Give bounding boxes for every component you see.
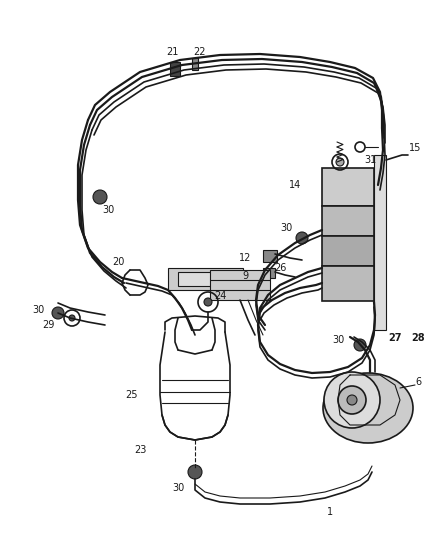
Circle shape [324,372,380,428]
Circle shape [336,158,344,166]
Text: 6: 6 [415,377,421,387]
Circle shape [52,307,64,319]
Text: 12: 12 [239,253,251,263]
Circle shape [354,339,366,351]
Circle shape [347,395,357,405]
Bar [168,268,243,290]
Circle shape [296,232,308,244]
Circle shape [69,315,75,321]
Bar [322,266,374,301]
Bar [374,155,386,330]
Text: 20: 20 [112,257,124,267]
Text: 29: 29 [42,320,54,330]
Text: 26: 26 [274,263,286,273]
Text: 28: 28 [411,333,425,343]
Text: 30: 30 [280,223,292,233]
Text: 30: 30 [172,483,184,493]
Circle shape [93,190,107,204]
Bar [322,206,374,236]
Bar [170,62,180,76]
Bar [210,270,270,300]
Bar [178,272,233,286]
Bar [322,236,374,266]
Text: 30: 30 [102,205,114,215]
Text: 25: 25 [126,390,138,400]
Text: 24: 24 [214,291,226,301]
Bar [192,58,198,70]
Text: 22: 22 [194,47,206,57]
Bar [322,168,374,206]
Circle shape [188,465,202,479]
Circle shape [204,298,212,306]
Text: 1: 1 [327,507,333,517]
Circle shape [338,386,366,414]
Text: 27: 27 [388,333,402,343]
Text: 15: 15 [409,143,421,153]
Bar [263,268,275,278]
Text: 30: 30 [32,305,44,315]
Text: 31: 31 [364,155,376,165]
Ellipse shape [323,373,413,443]
Bar [263,250,277,262]
Text: 23: 23 [134,445,146,455]
Text: 14: 14 [289,180,301,190]
Text: 9: 9 [242,271,248,281]
Text: 21: 21 [166,47,178,57]
Text: 30: 30 [332,335,344,345]
